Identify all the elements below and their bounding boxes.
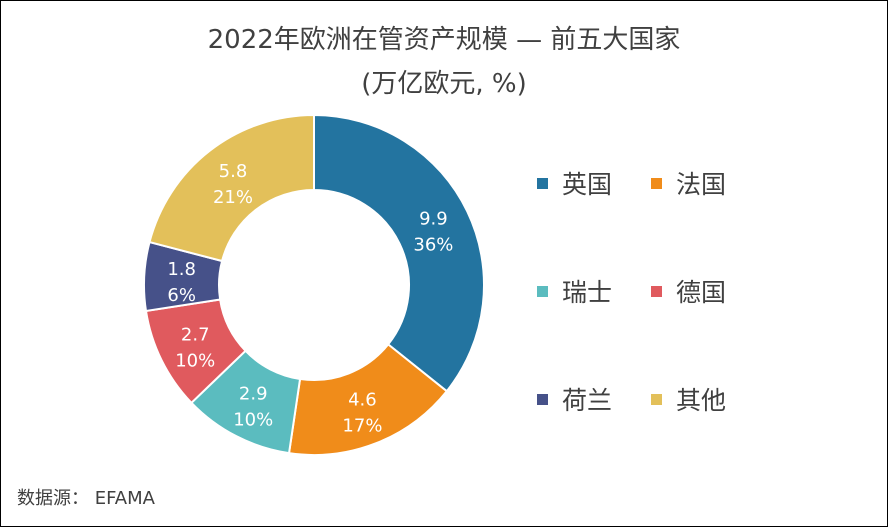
value-label-uk: 9.9 (419, 209, 448, 230)
value-label-france: 4.6 (348, 389, 377, 410)
legend-item-uk: 英国 (537, 165, 612, 201)
value-label-others: 5.8 (219, 161, 248, 182)
legend-item-france: 法国 (651, 165, 726, 201)
legend-item-switzerland: 瑞士 (537, 273, 612, 309)
legend-swatch-germany (651, 285, 662, 297)
slice-others (148, 113, 315, 263)
percent-label-netherlands: 6% (167, 285, 196, 306)
legend-label-france: 法国 (676, 170, 727, 199)
chart-subtitle: (万亿欧元, %) (361, 69, 527, 99)
legend-label-others: 其他 (676, 386, 727, 415)
legend-swatch-uk (537, 177, 548, 189)
legend-label-germany: 德国 (676, 278, 727, 307)
legend-item-germany: 德国 (651, 273, 726, 309)
legend-swatch-france (651, 177, 662, 189)
percent-label-switzerland: 10% (233, 410, 273, 431)
value-label-germany: 2.7 (181, 325, 210, 346)
value-label-switzerland: 2.9 (239, 384, 268, 405)
value-label-netherlands: 1.8 (167, 259, 196, 280)
legend-swatch-others (651, 393, 662, 405)
legend-label-switzerland: 瑞士 (562, 278, 613, 307)
percent-label-uk: 36% (413, 235, 453, 256)
percent-label-others: 21% (213, 187, 253, 208)
slice-uk (313, 113, 485, 393)
legend-label-uk: 英国 (562, 170, 613, 199)
legend-swatch-netherlands (537, 393, 548, 405)
percent-label-france: 17% (342, 415, 382, 436)
legend-item-netherlands: 荷兰 (537, 381, 612, 417)
legend-item-others: 其他 (651, 381, 726, 417)
source-note: 数据源： EFAMA (17, 488, 155, 509)
legend-label-netherlands: 荷兰 (562, 386, 613, 415)
legend-swatch-switzerland (537, 285, 548, 297)
percent-label-germany: 10% (175, 351, 215, 372)
chart-title: 2022年欧洲在管资产规模 — 前五大国家 (207, 25, 681, 55)
